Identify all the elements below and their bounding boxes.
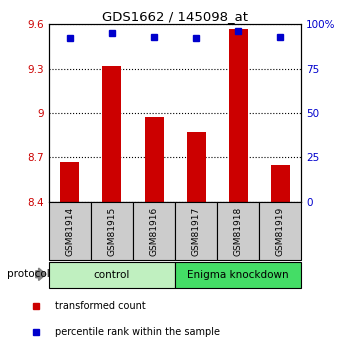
Bar <box>259 202 301 260</box>
Text: transformed count: transformed count <box>56 302 146 312</box>
Text: GSM81916: GSM81916 <box>149 207 158 256</box>
Bar <box>133 202 175 260</box>
Bar <box>91 202 133 260</box>
Bar <box>175 202 217 260</box>
Bar <box>175 262 301 288</box>
Bar <box>144 117 164 202</box>
Bar <box>229 29 248 202</box>
Title: GDS1662 / 145098_at: GDS1662 / 145098_at <box>102 10 248 23</box>
Bar <box>271 165 290 202</box>
Text: GSM81917: GSM81917 <box>192 207 201 256</box>
Bar <box>60 162 79 202</box>
Bar <box>49 202 91 260</box>
Text: GSM81915: GSM81915 <box>108 207 116 256</box>
Text: GSM81918: GSM81918 <box>234 207 243 256</box>
Text: control: control <box>94 270 130 280</box>
Text: Enigma knockdown: Enigma knockdown <box>187 270 289 280</box>
Text: protocol: protocol <box>7 269 50 279</box>
Bar <box>187 132 206 202</box>
Text: percentile rank within the sample: percentile rank within the sample <box>56 327 221 337</box>
FancyArrow shape <box>36 268 46 280</box>
Bar <box>103 66 121 202</box>
Text: GSM81914: GSM81914 <box>65 207 74 256</box>
Bar <box>217 202 259 260</box>
Text: GSM81919: GSM81919 <box>276 207 285 256</box>
Bar <box>49 262 175 288</box>
